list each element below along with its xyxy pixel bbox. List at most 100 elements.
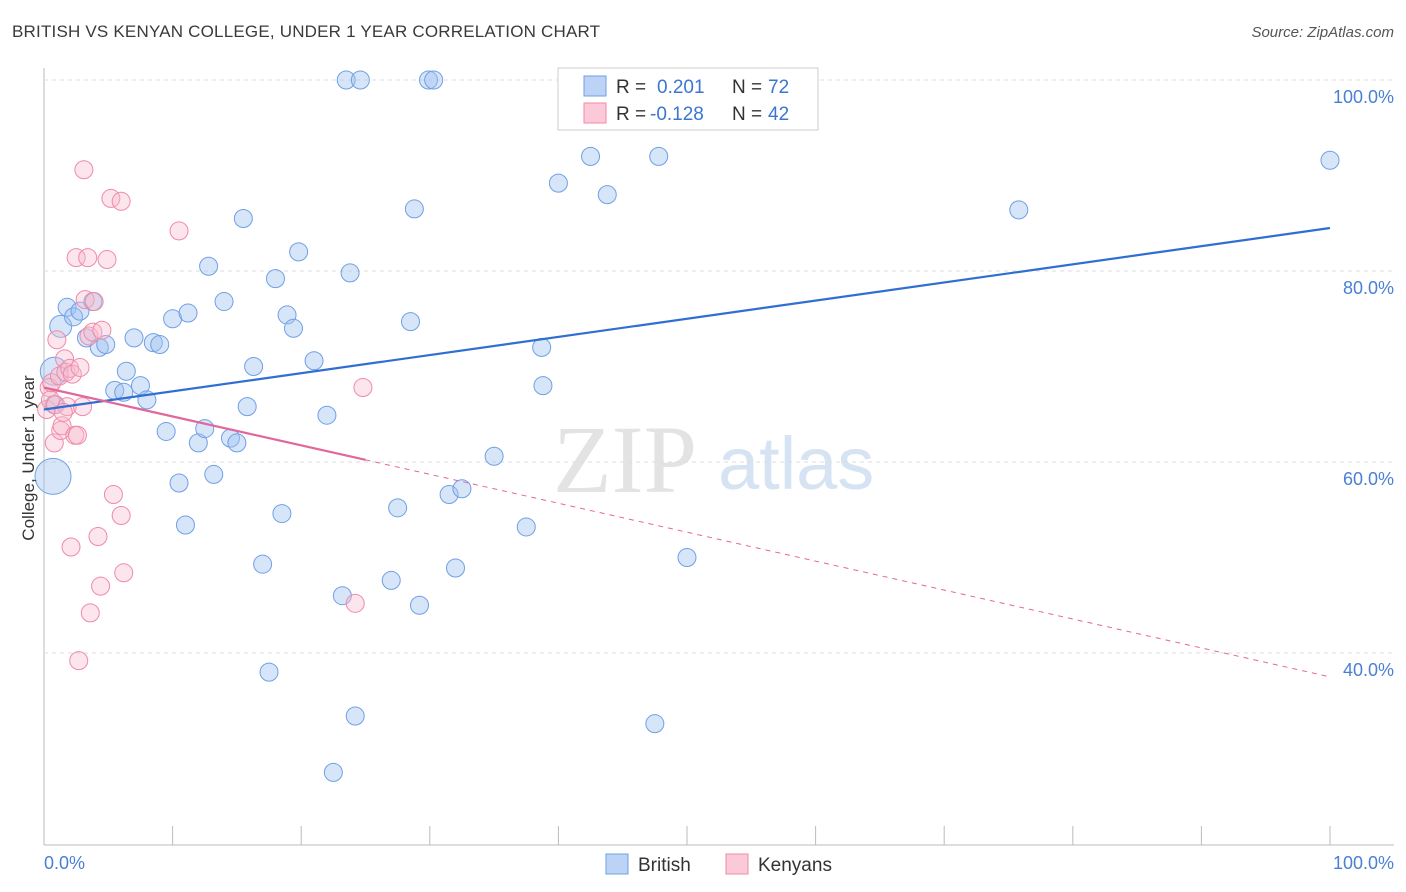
kenyan-point bbox=[74, 160, 94, 180]
kenyan-point bbox=[44, 433, 64, 453]
legend-swatch-british bbox=[583, 75, 607, 97]
kenyan-point bbox=[169, 221, 189, 241]
british-point bbox=[340, 263, 360, 283]
british-point bbox=[345, 706, 365, 726]
british-point bbox=[645, 714, 665, 734]
british-trend-line bbox=[43, 226, 1331, 411]
british-point bbox=[597, 185, 617, 205]
british-point bbox=[548, 173, 568, 193]
series-legend: British Kenyans bbox=[605, 853, 832, 876]
kenyan-point bbox=[70, 357, 90, 377]
british-point bbox=[233, 208, 253, 228]
british-point bbox=[410, 595, 430, 615]
kenyan-point bbox=[66, 248, 86, 268]
british-point bbox=[289, 242, 309, 262]
british-point bbox=[227, 433, 247, 453]
kenyan-point bbox=[47, 330, 67, 350]
british-point bbox=[116, 361, 136, 381]
british-point bbox=[452, 479, 472, 499]
y-tick-label: 40.0% bbox=[1343, 660, 1394, 680]
y-tick-label: 80.0% bbox=[1343, 278, 1394, 298]
kenyan-point bbox=[97, 250, 117, 270]
british-point bbox=[199, 256, 219, 276]
british-point bbox=[253, 554, 273, 574]
kenyan-point bbox=[56, 362, 76, 382]
british-point bbox=[130, 376, 150, 396]
y-tick-label: 60.0% bbox=[1343, 469, 1394, 489]
kenyan-point bbox=[69, 651, 89, 671]
bottom-legend-kenyans: Kenyans bbox=[758, 855, 832, 876]
british-point bbox=[49, 314, 73, 338]
british-point bbox=[516, 517, 536, 537]
british-point bbox=[424, 70, 444, 90]
british-point bbox=[1009, 200, 1029, 220]
legend-n-label-kenyans: N = bbox=[732, 104, 762, 125]
kenyans-trend-line bbox=[43, 386, 366, 461]
kenyan-point bbox=[61, 537, 81, 557]
british-point bbox=[317, 405, 337, 425]
chart-title: BRITISH VS KENYAN COLLEGE, UNDER 1 YEAR … bbox=[12, 22, 601, 41]
british-point bbox=[404, 199, 424, 219]
kenyan-point bbox=[91, 576, 111, 596]
legend-n-value-british: 72 bbox=[768, 77, 789, 98]
kenyan-point bbox=[353, 378, 373, 398]
kenyan-point bbox=[92, 320, 112, 340]
british-point bbox=[350, 70, 370, 90]
kenyan-point bbox=[73, 397, 93, 417]
y-tick-label: 100.0% bbox=[1333, 87, 1394, 107]
kenyan-point bbox=[84, 292, 104, 312]
british-point bbox=[150, 335, 170, 355]
kenyan-point bbox=[103, 484, 123, 504]
legend-swatch-kenyans bbox=[583, 102, 607, 124]
british-point bbox=[323, 762, 343, 782]
kenyan-point bbox=[67, 425, 87, 445]
british-point bbox=[169, 473, 189, 493]
x-tick-label-max: 100.0% bbox=[1333, 853, 1394, 873]
british-point bbox=[204, 464, 224, 484]
correlation-legend: R = 0.201 N = 72 R = -0.128 N = 42 bbox=[557, 67, 819, 131]
chart-source: Source: ZipAtlas.com bbox=[1251, 24, 1394, 41]
british-point bbox=[156, 421, 176, 441]
watermark-atlas: atlas bbox=[718, 422, 874, 505]
kenyan-point bbox=[88, 526, 108, 546]
legend-r-value-kenyans: -0.128 bbox=[650, 104, 704, 125]
kenyan-point bbox=[78, 248, 98, 268]
legend-r-label-british: R = bbox=[616, 77, 646, 98]
british-point bbox=[401, 312, 421, 332]
british-point bbox=[124, 328, 144, 348]
british-point bbox=[178, 303, 198, 323]
british-point bbox=[439, 484, 459, 504]
british-point bbox=[304, 351, 324, 371]
british-point bbox=[34, 457, 72, 495]
british-point bbox=[419, 70, 439, 90]
bottom-legend-british: British bbox=[638, 855, 691, 876]
kenyan-point bbox=[111, 191, 131, 211]
british-point bbox=[259, 662, 279, 682]
british-point bbox=[388, 498, 408, 518]
british-point bbox=[175, 515, 195, 535]
bottom-legend-swatch-british bbox=[605, 853, 629, 875]
kenyan-point bbox=[114, 563, 134, 583]
british-point bbox=[336, 70, 356, 90]
legend-r-label-kenyans: R = bbox=[616, 104, 646, 125]
british-point bbox=[96, 335, 116, 355]
british-point bbox=[244, 357, 264, 376]
y-axis-label: College, Under 1 year bbox=[19, 375, 38, 541]
bottom-legend-swatch-kenyans bbox=[725, 853, 749, 875]
kenyans-trend-line-extension bbox=[365, 459, 1331, 678]
british-point bbox=[57, 297, 77, 317]
british-point bbox=[484, 446, 504, 466]
british-point bbox=[188, 433, 208, 453]
british-point bbox=[265, 269, 285, 289]
british-point bbox=[1320, 150, 1340, 170]
kenyan-point bbox=[345, 593, 365, 613]
kenyan-point bbox=[80, 603, 100, 623]
british-point bbox=[70, 301, 90, 321]
kenyan-point bbox=[79, 326, 99, 346]
british-point bbox=[272, 504, 292, 524]
british-point bbox=[581, 146, 601, 166]
x-tick-label-min: 0.0% bbox=[44, 853, 85, 873]
british-point bbox=[381, 570, 401, 590]
legend-n-label-british: N = bbox=[732, 77, 762, 98]
